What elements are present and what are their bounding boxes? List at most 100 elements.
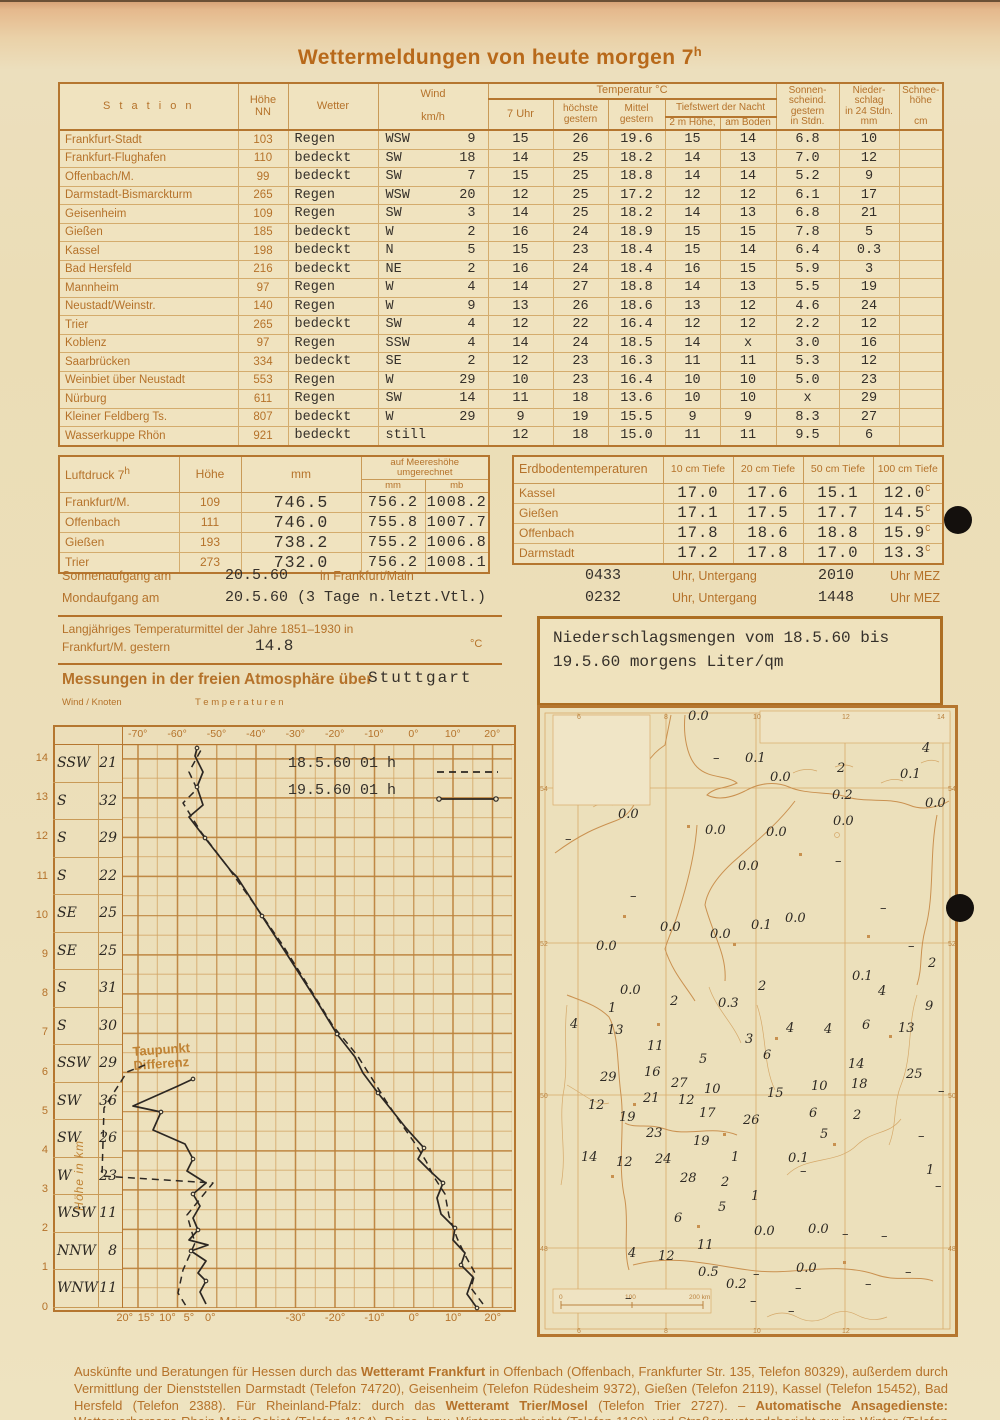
cell-t7: 15 bbox=[487, 129, 554, 150]
cell-tboden: 13 bbox=[719, 148, 777, 168]
map-label: – bbox=[908, 939, 915, 954]
col-tiefstwert-group: Tiefstwert der Nacht bbox=[664, 98, 777, 118]
cell-t7: 12 bbox=[487, 315, 554, 335]
wind-row: WNW 11 bbox=[53, 1270, 122, 1308]
map-label: 12 bbox=[842, 1328, 850, 1335]
axis-tick-label: 20° bbox=[484, 728, 501, 740]
map-label: 23 bbox=[645, 1126, 663, 1141]
cell-station: Saarbrücken bbox=[58, 352, 239, 372]
chart-header-rule bbox=[53, 744, 516, 745]
map-label: 2 bbox=[852, 1108, 861, 1123]
longterm-value: 14.8 bbox=[255, 637, 294, 655]
legend-entry-18: 18.5.60 01 h bbox=[288, 755, 397, 772]
altitude-tick-label: 7 bbox=[41, 1026, 48, 1039]
cell-tmittel: 18.4 bbox=[607, 241, 666, 261]
cell-t7: 11 bbox=[487, 389, 554, 409]
map-label: 27 bbox=[670, 1076, 688, 1091]
table-row: Frankfurt-Flughafen 110 bedeckt SW 18 14 … bbox=[58, 148, 944, 168]
col-s10: 10 cm Tiefe bbox=[662, 455, 734, 484]
cell-wind: W 29 bbox=[377, 407, 489, 427]
cell-tboden: 13 bbox=[719, 204, 777, 224]
map-label: 4 bbox=[627, 1246, 636, 1261]
temperaturen-label: T e m p e r a t u r e n bbox=[195, 697, 284, 708]
altitude-tick-label: 3 bbox=[41, 1183, 48, 1196]
map-label: – bbox=[630, 889, 637, 904]
footer-segment: Automatische Ansagedienste: bbox=[755, 1397, 948, 1413]
wind-speed: 31 bbox=[99, 980, 117, 997]
map-label: 14 bbox=[848, 1057, 865, 1072]
wind-direction: SW bbox=[57, 1130, 81, 1147]
cell-hoehe: 198 bbox=[237, 241, 289, 261]
cell-s50: 15.1 bbox=[802, 482, 874, 504]
cell-s100: 14.5C bbox=[872, 502, 944, 524]
cell-nieder: 24 bbox=[838, 296, 900, 316]
weather-table-body: Frankfurt-Stadt 103 Regen WSW 9 15 26 19.… bbox=[58, 129, 944, 446]
cell-tmax: 24 bbox=[552, 222, 609, 242]
col-am-boden: am Boden bbox=[719, 116, 777, 131]
cell-hoehe: 97 bbox=[237, 278, 289, 298]
wind-direction: SSW bbox=[57, 1055, 91, 1072]
cell-sonne: 7.0 bbox=[775, 148, 840, 168]
cell-tmax: 18 bbox=[552, 389, 609, 409]
cell-station: Mannheim bbox=[58, 278, 239, 298]
map-label: 2 bbox=[720, 1175, 729, 1190]
wind-row: S 22 bbox=[53, 858, 122, 896]
map-label: – bbox=[880, 901, 887, 916]
cell-wetter: bedeckt bbox=[287, 407, 379, 427]
map-label: 6 bbox=[674, 1211, 682, 1226]
map-label: 14 bbox=[581, 1150, 598, 1165]
cell-tmin2m: 12 bbox=[664, 315, 721, 335]
map-label: 12 bbox=[616, 1155, 633, 1170]
altitude-tick-label: 4 bbox=[41, 1143, 48, 1156]
map-label: 24 bbox=[654, 1152, 672, 1167]
map-label: 0.1 bbox=[751, 918, 772, 933]
map-label: 6 bbox=[862, 1018, 870, 1033]
chart-dir-speed-divider bbox=[98, 745, 99, 1308]
cell-schnee bbox=[898, 204, 944, 224]
map-label: – bbox=[625, 1291, 632, 1306]
cell-tmin2m: 16 bbox=[664, 259, 721, 279]
wind-knoten-label: Wind / Knoten bbox=[62, 697, 122, 708]
axis-tick-label: -10° bbox=[364, 728, 384, 740]
cell-schnee bbox=[898, 315, 944, 335]
wind-direction: S bbox=[57, 792, 67, 809]
altitude-tick-label: 2 bbox=[41, 1222, 48, 1235]
map-label: 8 bbox=[664, 1328, 668, 1335]
cell-wind: SW 14 bbox=[377, 389, 489, 409]
cell-tmax: 18 bbox=[552, 426, 609, 446]
map-label: 0.1 bbox=[788, 1151, 809, 1166]
cell-wetter: Regen bbox=[287, 278, 379, 298]
map-label: – bbox=[938, 1084, 945, 1099]
map-label: 0.1 bbox=[900, 767, 921, 782]
cell-t7: 15 bbox=[487, 241, 554, 261]
cell-tmax: 23 bbox=[552, 352, 609, 372]
map-label: 12 bbox=[658, 1249, 675, 1264]
wind-row: W 23 bbox=[53, 1158, 122, 1196]
map-label: – bbox=[905, 1265, 912, 1280]
cell-tmittel: 18.8 bbox=[607, 167, 666, 187]
map-label: 0.0 bbox=[660, 920, 681, 935]
map-label: – bbox=[881, 1229, 888, 1244]
cell-tboden: 11 bbox=[719, 352, 777, 372]
axis-tick-label: 10° bbox=[444, 1312, 462, 1324]
cell-sonne: 2.2 bbox=[775, 315, 840, 335]
map-label: 54 bbox=[540, 786, 548, 793]
sounding-chart-grid bbox=[122, 745, 512, 1308]
cell-tmittel: 16.3 bbox=[607, 352, 666, 372]
cell-nieder: 21 bbox=[838, 204, 900, 224]
map-label: 5 bbox=[718, 1200, 726, 1215]
wind-row: SE 25 bbox=[53, 895, 122, 933]
cell-s20: 17.5 bbox=[732, 502, 804, 524]
map-label: 6 bbox=[577, 1328, 581, 1335]
cell-tmin2m: 11 bbox=[664, 352, 721, 372]
footer-segment: in Offenbach (Offenbach, Frankfurter Str… bbox=[74, 1364, 948, 1413]
temp-axis-bottom: -30° -20° -10° 0° 10° 20° bbox=[276, 1312, 512, 1324]
map-label: – bbox=[935, 1179, 942, 1194]
cell-nieder: 0.3 bbox=[838, 241, 900, 261]
cell-schnee bbox=[898, 407, 944, 427]
scale-100: 100 bbox=[625, 1294, 636, 1301]
cell-tmin2m: 10 bbox=[664, 370, 721, 390]
map-label: 0.0 bbox=[770, 770, 791, 785]
